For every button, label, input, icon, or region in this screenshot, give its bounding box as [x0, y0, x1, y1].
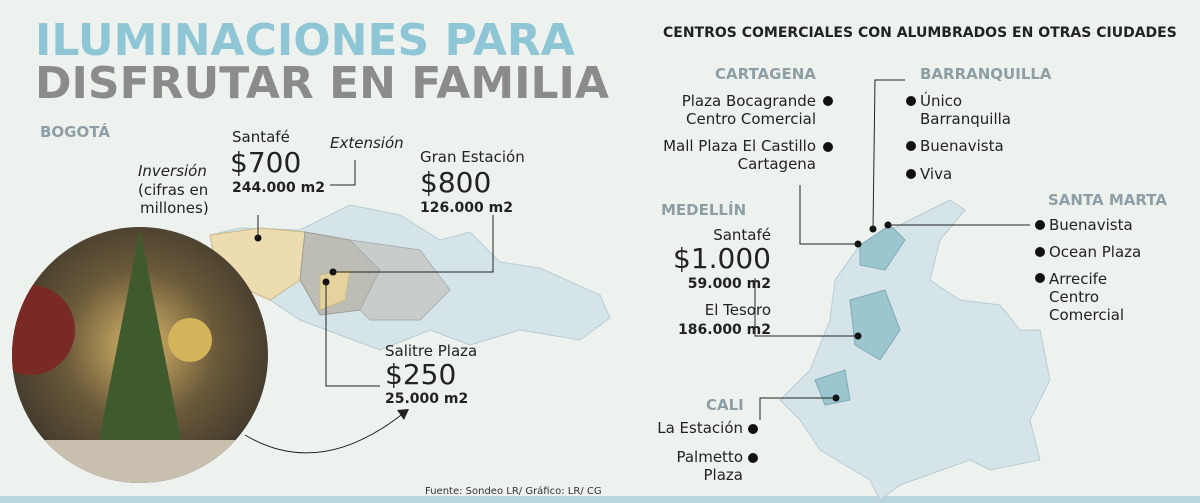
investment: $1.000: [673, 242, 771, 275]
city-label: BARRANQUILLA: [920, 65, 1052, 83]
title: DISFRUTAR EN FAMILIA: [35, 58, 609, 109]
source: Fuente: Sondeo LR/ Gráfico: LR/ CG: [425, 485, 602, 497]
legend: (cifras en: [138, 181, 208, 199]
area: 25.000 m2: [385, 391, 468, 407]
mall-name: Viva: [920, 165, 952, 183]
bottom-strip: [0, 496, 1200, 503]
investment: $700: [230, 146, 301, 179]
mall-name: Plaza Bocagrande: [682, 92, 816, 110]
city-label: MEDELLÍN: [661, 200, 746, 219]
mall-name: Santafé: [713, 226, 771, 244]
mall-name: Único: [920, 91, 962, 110]
mall-name: El Tesoro: [705, 301, 771, 319]
mall-name: Santafé: [232, 128, 290, 146]
legend: Inversión: [138, 162, 207, 180]
mall-name: Centro: [1049, 288, 1099, 306]
bogota-map: [209, 204, 611, 351]
mall-name: Plaza: [704, 466, 743, 484]
section-title: CENTROS COMERCIALES CON ALUMBRADOS EN OT…: [663, 25, 1177, 41]
mall-name: La Estación: [657, 419, 743, 437]
legend: Extensión: [330, 134, 404, 152]
mall-name: Buenavista: [1049, 216, 1133, 234]
investment: $250: [385, 358, 456, 391]
mall-name: Gran Estación: [420, 148, 525, 166]
city-label: CALI: [706, 396, 744, 414]
mall-name: Palmetto: [676, 448, 743, 466]
mall-name: Comercial: [1049, 306, 1124, 324]
mall-name: Mall Plaza El Castillo: [663, 137, 816, 155]
city-label: SANTA MARTA: [1048, 191, 1167, 209]
mall-name: Ocean Plaza: [1049, 243, 1141, 261]
area: 186.000 m2: [678, 322, 771, 338]
title: ILUMINACIONES PARA: [35, 15, 575, 66]
city-label: BOGOTÁ: [40, 122, 110, 141]
colombia-map: [779, 199, 1051, 501]
mall-name: Centro Comercial: [686, 110, 816, 128]
area: 126.000 m2: [420, 200, 513, 216]
mall-name: Buenavista: [920, 137, 1004, 155]
area: 244.000 m2: [232, 180, 325, 196]
mall-name: Arrecife: [1049, 270, 1107, 288]
mall-name: Barranquilla: [920, 110, 1011, 128]
city-label: CARTAGENA: [715, 65, 816, 83]
legend: millones): [140, 199, 209, 217]
area: 59.000 m2: [688, 276, 771, 292]
investment: $800: [420, 166, 491, 199]
mall-name: Salitre Plaza: [385, 342, 477, 360]
mall-name: Cartagena: [738, 155, 816, 173]
